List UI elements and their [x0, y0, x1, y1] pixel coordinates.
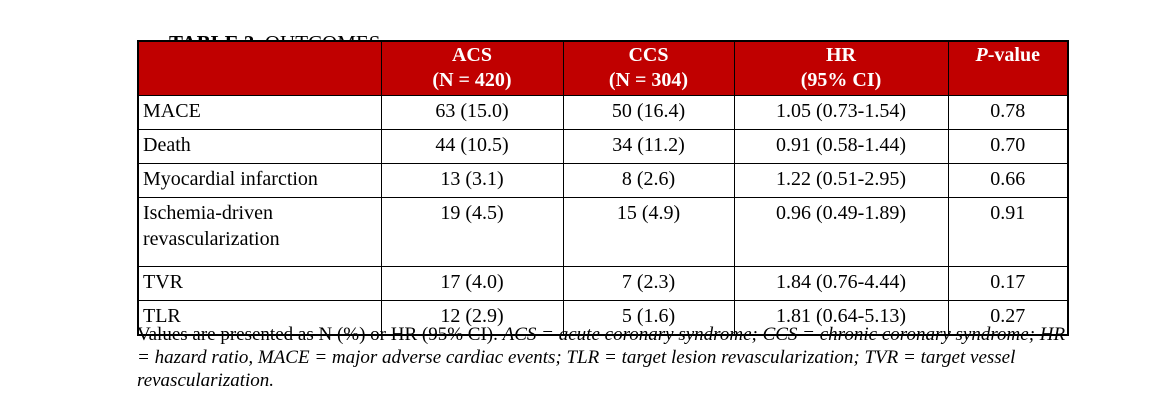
- cell-acs: 12 (2.9): [380, 300, 564, 336]
- footnote-abbreviations-text: ACS = acute coronary syndrome; CCS = chr…: [137, 324, 1066, 391]
- cell-ccs: 8 (2.6): [562, 163, 735, 198]
- header-cell-row-label: [137, 40, 382, 96]
- row-label: TLR: [137, 300, 382, 336]
- cell-pvalue: 0.17: [947, 266, 1069, 301]
- cell-hr: 0.91 (0.58-1.44): [733, 129, 949, 164]
- header-row: ACS (N = 420) CCS (N = 304) HR (95% CI) …: [137, 40, 1069, 96]
- row-label: Myocardial infarction: [137, 163, 382, 198]
- cell-ccs: 5 (1.6): [562, 300, 735, 336]
- cell-hr: 1.05 (0.73-1.54): [733, 95, 949, 130]
- table-row-ischemia-driven-revascularization: Ischemia-driven revascularization 19 (4.…: [137, 197, 1069, 267]
- cell-ccs: 7 (2.3): [562, 266, 735, 301]
- row-label: Ischemia-driven revascularization: [137, 197, 382, 267]
- cell-hr: 1.22 (0.51-2.95): [733, 163, 949, 198]
- table-row-mace: MACE 63 (15.0) 50 (16.4) 1.05 (0.73-1.54…: [137, 95, 1069, 130]
- cell-pvalue: 0.66: [947, 163, 1069, 198]
- header-cell-acs: ACS (N = 420): [380, 40, 564, 96]
- cell-acs: 13 (3.1): [380, 163, 564, 198]
- footnote-normal-text: Values are presented as N (%) or HR (95%…: [137, 324, 503, 345]
- cell-pvalue: 0.78: [947, 95, 1069, 130]
- cell-hr: 0.96 (0.49-1.89): [733, 197, 949, 267]
- cell-hr: 1.84 (0.76-4.44): [733, 266, 949, 301]
- table-header: ACS (N = 420) CCS (N = 304) HR (95% CI) …: [137, 40, 1069, 96]
- cell-pvalue: 0.91: [947, 197, 1069, 267]
- cell-acs: 19 (4.5): [380, 197, 564, 267]
- header-acs-line1: ACS: [451, 44, 492, 66]
- table-row-tlr: TLR 12 (2.9) 5 (1.6) 1.81 (0.64-5.13) 0.…: [137, 300, 1069, 336]
- cell-pvalue: 0.27: [947, 300, 1069, 336]
- header-cell-pvalue: P-value: [947, 40, 1069, 96]
- header-hr-line2: (95% CI): [800, 69, 882, 91]
- table-row-tvr: TVR 17 (4.0) 7 (2.3) 1.84 (0.76-4.44) 0.…: [137, 266, 1069, 301]
- cell-ccs: 15 (4.9): [562, 197, 735, 267]
- cell-acs: 17 (4.0): [380, 266, 564, 301]
- header-pvalue-italic: P: [975, 44, 988, 66]
- table-body: MACE 63 (15.0) 50 (16.4) 1.05 (0.73-1.54…: [137, 95, 1069, 336]
- row-label: MACE: [137, 95, 382, 130]
- header-acs-line2: (N = 420): [432, 69, 512, 91]
- cell-acs: 63 (15.0): [380, 95, 564, 130]
- table-row-death: Death 44 (10.5) 34 (11.2) 0.91 (0.58-1.4…: [137, 129, 1069, 164]
- cell-acs: 44 (10.5): [380, 129, 564, 164]
- header-cell-hr: HR (95% CI): [733, 40, 949, 96]
- row-label: Death: [137, 129, 382, 164]
- header-hr-line1: HR: [826, 44, 856, 66]
- cell-ccs: 50 (16.4): [562, 95, 735, 130]
- row-label: TVR: [137, 266, 382, 301]
- outcomes-table: ACS (N = 420) CCS (N = 304) HR (95% CI) …: [137, 40, 1069, 336]
- header-ccs-line1: CCS: [628, 44, 669, 66]
- header-ccs-line2: (N = 304): [608, 69, 689, 91]
- header-pvalue-rest: -value: [987, 44, 1040, 66]
- cell-ccs: 34 (11.2): [562, 129, 735, 164]
- table-row-myocardial-infarction: Myocardial infarction 13 (3.1) 8 (2.6) 1…: [137, 163, 1069, 198]
- cell-pvalue: 0.70: [947, 129, 1069, 164]
- header-cell-ccs: CCS (N = 304): [562, 40, 735, 96]
- cell-hr: 1.81 (0.64-5.13): [733, 300, 949, 336]
- table-footnote: Values are presented as N (%) or HR (95%…: [137, 323, 1082, 392]
